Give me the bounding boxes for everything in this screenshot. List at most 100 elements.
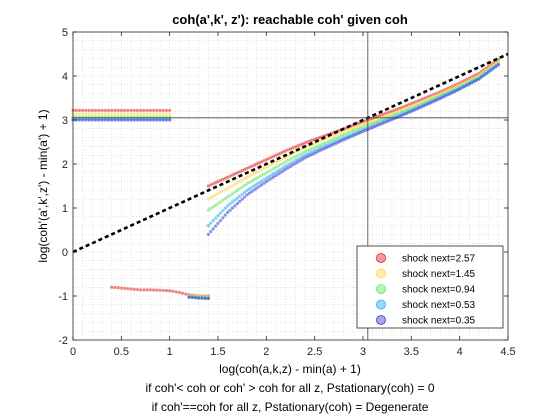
data-point xyxy=(77,118,82,122)
data-point xyxy=(349,130,353,134)
data-point xyxy=(397,111,401,115)
data-point xyxy=(139,112,143,116)
data-point xyxy=(402,105,406,109)
legend-marker xyxy=(376,284,386,294)
data-point xyxy=(281,156,285,160)
data-point xyxy=(168,112,172,116)
data-point xyxy=(288,147,293,151)
data-point xyxy=(317,143,322,148)
data-point xyxy=(238,170,242,174)
data-point xyxy=(226,195,230,199)
data-point xyxy=(242,176,247,181)
data-point xyxy=(177,290,181,295)
reference-line-layer xyxy=(72,52,509,254)
data-point xyxy=(279,151,283,155)
data-point xyxy=(257,169,261,173)
data-point xyxy=(240,192,244,196)
data-point xyxy=(363,119,368,123)
data-point xyxy=(305,149,310,153)
data-point xyxy=(426,102,430,106)
data-point xyxy=(126,112,130,116)
data-point xyxy=(235,188,239,192)
data-point xyxy=(116,118,120,122)
data-point xyxy=(378,118,382,123)
data-point xyxy=(259,173,264,178)
legend: shock next=2.57 shock next=1.45 shock next… xyxy=(356,245,504,329)
data-point xyxy=(288,157,293,161)
data-point xyxy=(221,189,225,193)
data-point xyxy=(320,145,324,150)
data-point xyxy=(419,98,423,102)
data-point xyxy=(151,118,156,122)
data-point xyxy=(317,147,322,151)
legend-entry: shock next=2.57 xyxy=(402,254,476,265)
data-point xyxy=(223,213,227,217)
data-point xyxy=(122,108,127,112)
data-point xyxy=(257,175,261,179)
data-point xyxy=(276,152,281,156)
data-point xyxy=(250,173,254,177)
data-point xyxy=(462,85,467,89)
data-point xyxy=(259,183,264,187)
data-point xyxy=(392,113,397,117)
data-point xyxy=(303,150,307,154)
data-point xyxy=(358,130,363,135)
data-point xyxy=(252,171,256,176)
data-point xyxy=(402,112,406,117)
data-point xyxy=(262,172,266,176)
data-point xyxy=(293,159,297,163)
data-point xyxy=(300,142,305,146)
data-point xyxy=(90,112,94,116)
data-point xyxy=(264,158,268,162)
data-point xyxy=(269,155,273,159)
data-point xyxy=(267,178,271,182)
data-point xyxy=(274,173,278,178)
data-point xyxy=(228,202,232,206)
data-point xyxy=(218,219,223,223)
data-point xyxy=(262,159,266,163)
data-point xyxy=(221,177,225,181)
data-point xyxy=(317,136,322,140)
note-line-2: if coh'==coh for all z, Pstationary(coh)… xyxy=(152,400,429,414)
data-point xyxy=(414,102,418,106)
data-point xyxy=(274,160,278,164)
data-point xyxy=(349,127,353,131)
data-point xyxy=(209,230,213,234)
data-point xyxy=(264,165,268,169)
data-point xyxy=(494,65,498,69)
data-point xyxy=(354,128,358,132)
data-point xyxy=(383,114,387,119)
data-point xyxy=(300,154,305,159)
data-point xyxy=(168,289,172,293)
data-point xyxy=(479,75,484,79)
data-point xyxy=(206,297,210,301)
data-point xyxy=(407,105,411,109)
data-point xyxy=(174,290,178,294)
data-point xyxy=(226,210,230,214)
data-point xyxy=(344,132,348,136)
data-point xyxy=(233,172,237,176)
data-point xyxy=(158,288,162,292)
data-point xyxy=(342,133,346,137)
data-point xyxy=(303,141,307,145)
data-point xyxy=(293,161,297,166)
data-point xyxy=(226,186,230,190)
data-point xyxy=(155,288,159,292)
x-tick-label: 4.5 xyxy=(500,346,515,358)
data-point xyxy=(276,164,281,168)
data-point xyxy=(240,185,244,189)
data-point xyxy=(404,104,409,108)
data-point xyxy=(252,163,256,167)
data-point xyxy=(320,142,324,146)
data-point xyxy=(262,181,266,185)
data-point xyxy=(375,114,380,119)
data-point xyxy=(206,184,210,188)
data-point xyxy=(213,193,218,197)
data-point xyxy=(145,112,149,116)
data-point xyxy=(135,108,140,112)
data-point xyxy=(390,114,394,118)
x-tick-label: 2 xyxy=(263,346,269,358)
data-point xyxy=(305,144,310,148)
data-point xyxy=(320,148,324,152)
data-point xyxy=(453,89,457,94)
